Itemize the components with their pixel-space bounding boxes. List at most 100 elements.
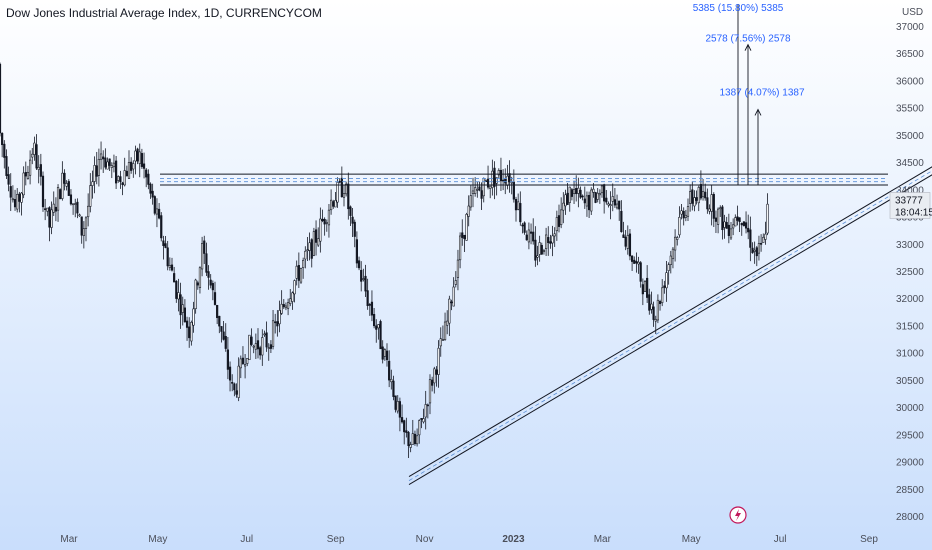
price-axis[interactable]: USD 28000 28500 29000 29500 30000 30500 31000 31…	[889, 7, 932, 523]
candle-body	[600, 185, 604, 194]
price-tick-label: 29000	[896, 458, 924, 469]
candle-body	[729, 228, 733, 239]
candle-body	[641, 284, 644, 295]
candle-body	[437, 347, 440, 375]
candle-body	[581, 195, 584, 198]
candle-body	[282, 304, 285, 308]
candle-body	[239, 358, 242, 369]
candle-body	[286, 302, 290, 309]
candle-body	[708, 208, 711, 212]
candle-body	[329, 199, 333, 211]
candle-body	[379, 321, 382, 350]
last-price-tag[interactable]	[889, 192, 931, 219]
candle-body	[486, 178, 490, 188]
candle-body	[461, 232, 464, 238]
candle-body	[252, 345, 255, 348]
time-tick-label: 2023	[502, 534, 525, 545]
candle-body	[482, 178, 485, 197]
candle-body	[121, 182, 124, 185]
candle-body	[168, 265, 171, 268]
lightning-icon[interactable]	[729, 506, 747, 524]
time-axis[interactable]: Mar May Jul Sep Nov 2023 Mar May Jul Sep	[60, 534, 878, 545]
candle-body	[400, 417, 404, 423]
candle-body	[536, 255, 539, 258]
candle-body	[248, 334, 251, 361]
candle-body	[54, 206, 57, 212]
candle-body	[630, 255, 634, 262]
candle-body	[611, 196, 614, 202]
support-trendline[interactable]	[408, 158, 932, 478]
candle-body	[46, 207, 49, 212]
candle-body	[52, 203, 55, 213]
candle-body	[407, 432, 410, 446]
candle-body	[267, 347, 270, 349]
candle-body	[678, 216, 681, 236]
candle-body	[332, 201, 335, 207]
candle-body	[551, 235, 554, 244]
candle-body	[471, 190, 475, 194]
drawings-layer[interactable]: 5385 (15.80%) 5385 2578 (7.56%) 2578 1387 …	[160, 3, 932, 524]
candle-body	[489, 185, 492, 189]
candle-body	[181, 304, 184, 313]
candle-body	[226, 349, 230, 370]
candle-body	[446, 320, 449, 326]
candle-body	[747, 227, 750, 233]
candle-body	[97, 158, 100, 176]
candle-body	[203, 240, 206, 254]
candle-body	[201, 243, 204, 270]
candle-body	[661, 287, 664, 303]
candle-body	[499, 169, 503, 182]
candle-body	[190, 322, 193, 342]
candle-body	[527, 229, 530, 243]
candle-body	[721, 206, 724, 231]
candle-body	[261, 337, 264, 356]
candle-body	[568, 186, 571, 203]
candle-body	[160, 215, 163, 239]
candle-body	[435, 369, 438, 375]
candle-body	[633, 259, 636, 264]
candle-body	[590, 189, 593, 212]
candle-body	[577, 187, 580, 194]
measure-label: 5385 (15.80%) 5385	[693, 3, 784, 14]
price-tick-label: 30000	[896, 403, 924, 414]
candle-body	[37, 166, 40, 170]
candle-body	[136, 148, 139, 162]
candle-body	[701, 191, 705, 198]
candle-body	[433, 368, 436, 384]
candle-body	[209, 279, 212, 286]
candle-body	[130, 161, 133, 171]
candle-body	[93, 165, 96, 182]
candle-body	[69, 194, 73, 205]
candle-body	[757, 243, 761, 254]
candle-body	[235, 390, 238, 395]
candle-body	[319, 218, 322, 242]
candle-body	[744, 222, 748, 229]
candle-body	[497, 170, 500, 176]
candle-body	[65, 183, 68, 187]
candle-body	[388, 360, 391, 381]
candle-body	[91, 181, 94, 186]
support-trendline-mid[interactable]	[408, 162, 932, 481]
candle-body	[396, 401, 399, 412]
candle-body	[16, 194, 19, 210]
candle-body	[207, 271, 210, 278]
candle-body	[297, 265, 300, 281]
candle-body	[420, 418, 423, 420]
candle-body	[478, 186, 481, 191]
price-tick-label: 36000	[896, 76, 924, 87]
candle-body	[699, 184, 702, 199]
candle-body	[149, 183, 152, 194]
candle-body	[72, 203, 75, 206]
candle-body	[667, 264, 670, 271]
candle-body	[0, 63, 2, 134]
candle-body	[517, 201, 520, 210]
candle-body	[125, 170, 128, 177]
support-trendline[interactable]	[408, 166, 932, 486]
candle-body	[495, 177, 498, 184]
candle-body	[39, 164, 42, 177]
candle-body	[704, 191, 707, 199]
candle-body	[671, 248, 675, 260]
candle-body	[123, 170, 126, 186]
